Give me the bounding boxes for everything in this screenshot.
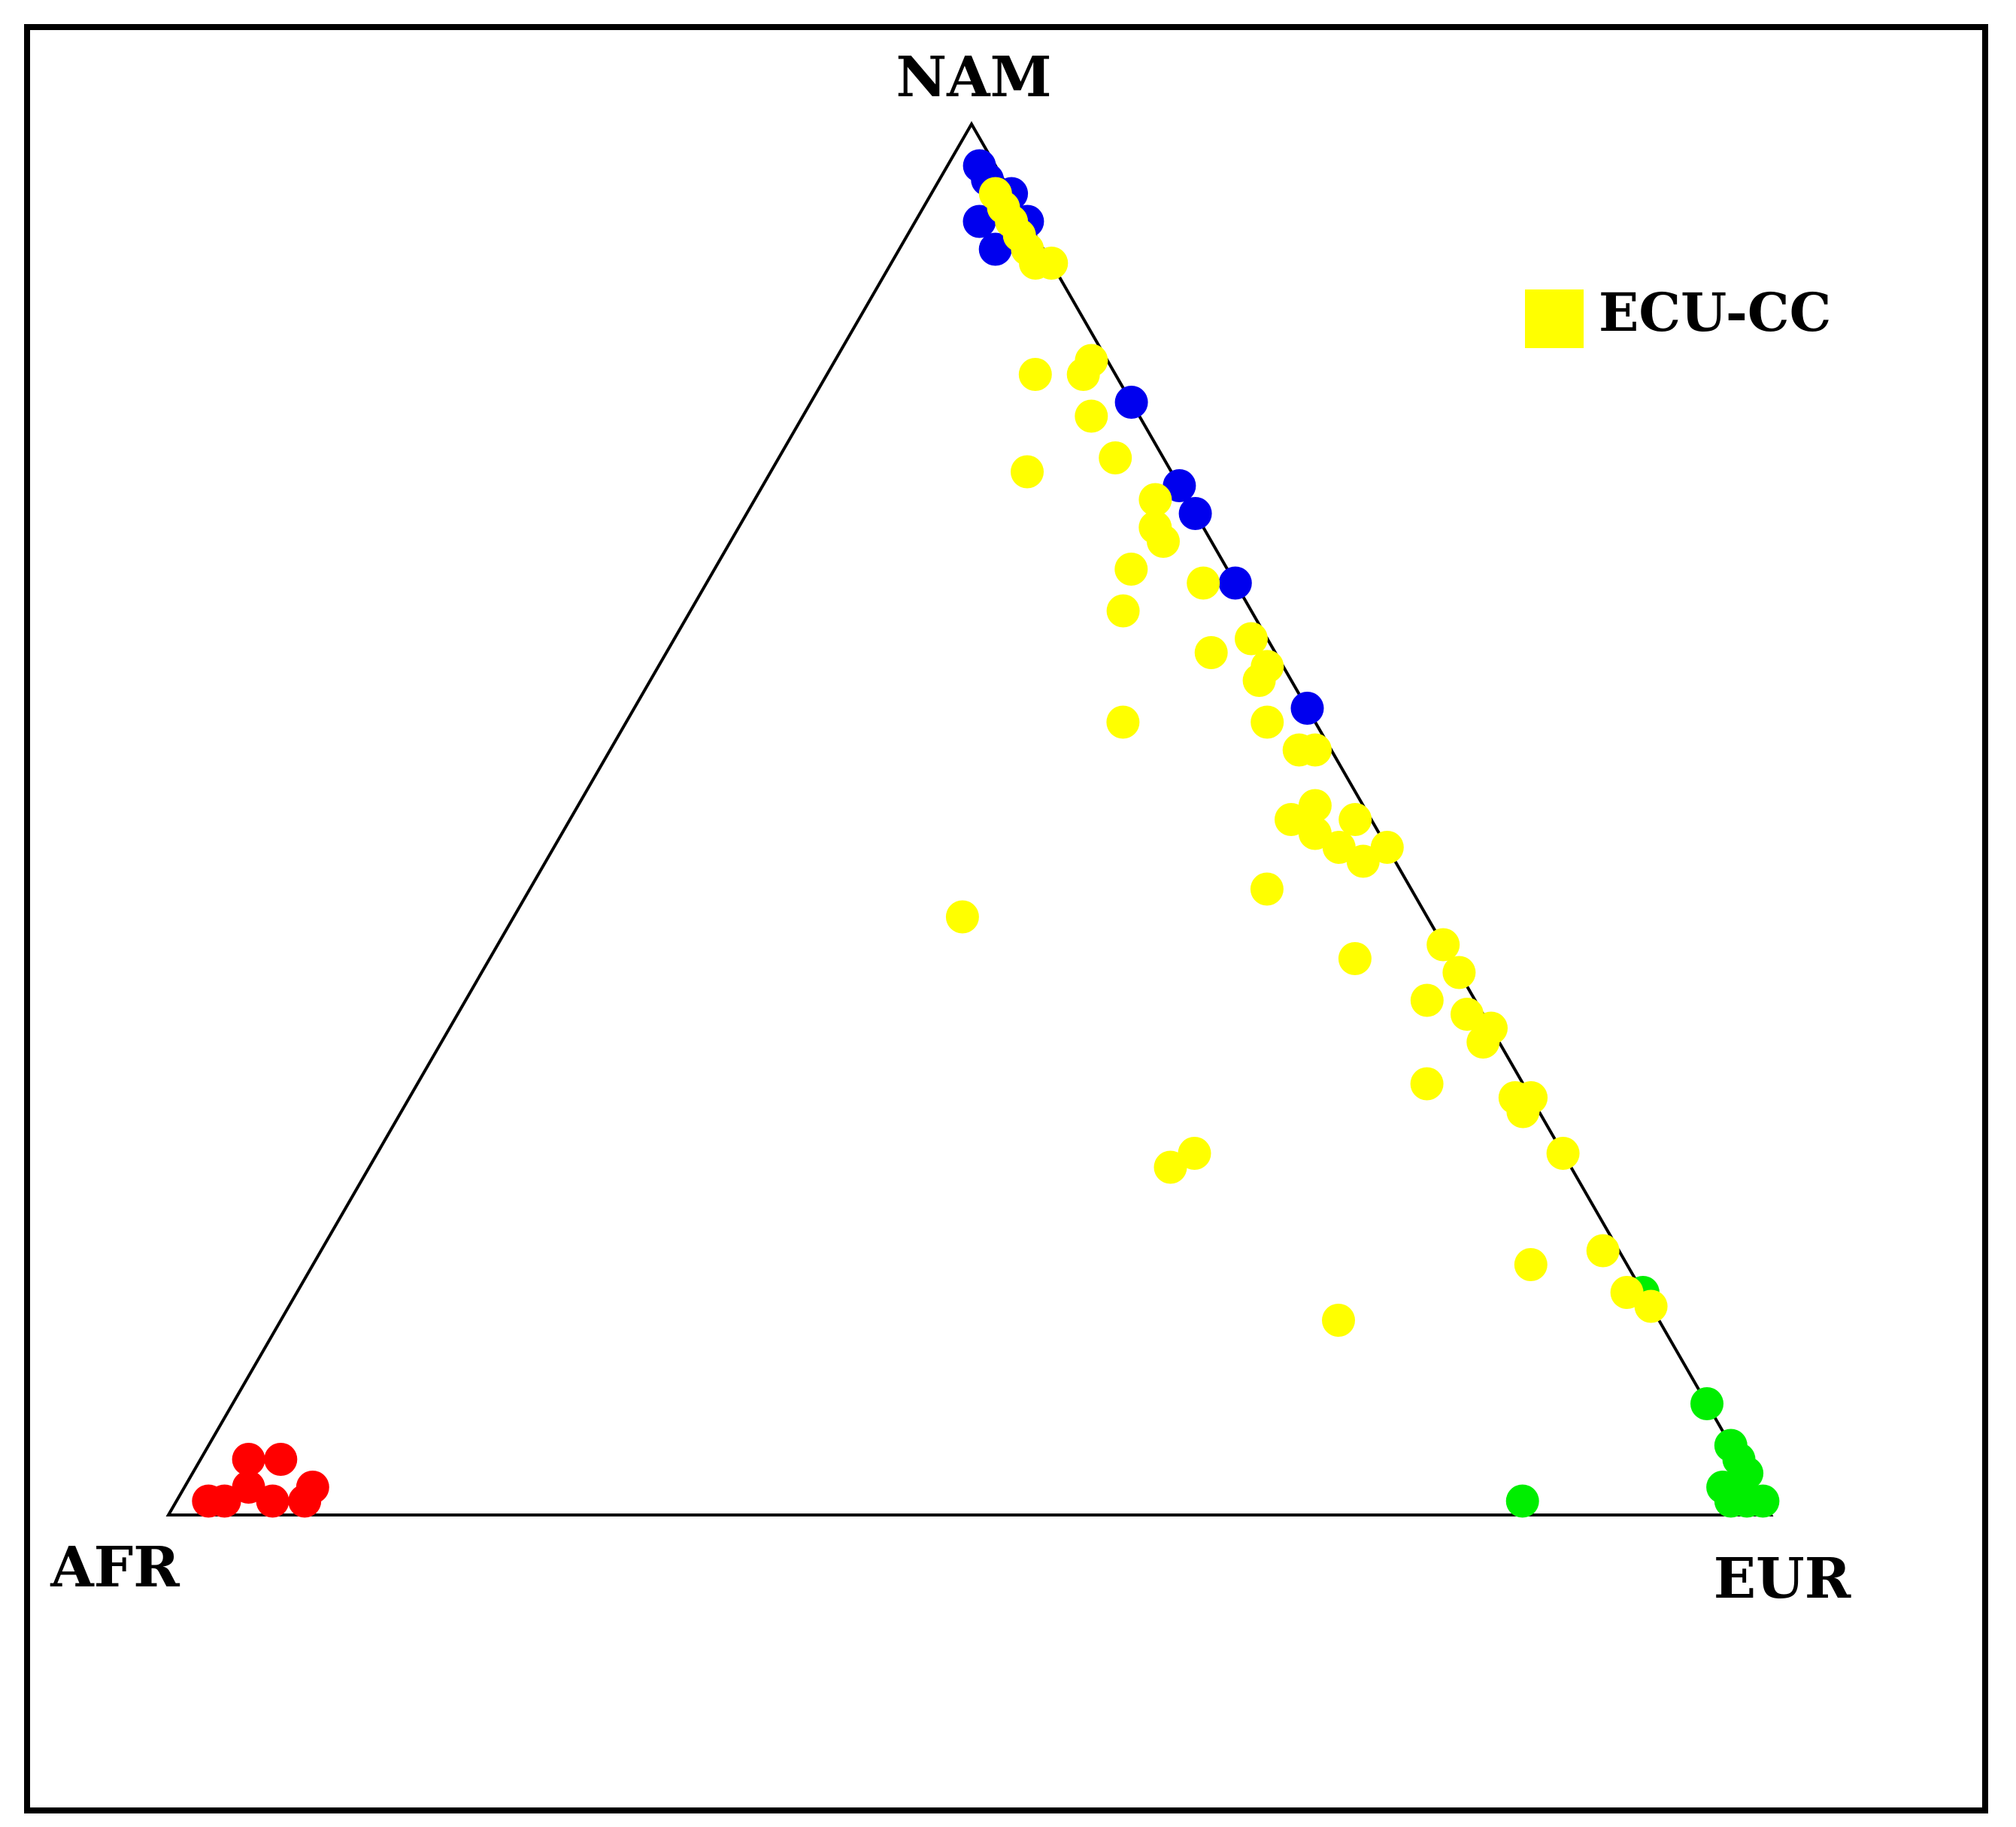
chart-frame [24, 24, 1988, 1813]
data-point [1018, 358, 1052, 391]
vertex-label-right: EUR [1714, 1547, 1851, 1611]
data-point [1106, 705, 1140, 739]
data-point [1275, 803, 1308, 836]
data-point [1251, 705, 1284, 739]
data-point [1242, 664, 1276, 697]
data-point [1506, 1095, 1540, 1129]
data-point [1194, 636, 1228, 669]
data-point [1178, 1137, 1211, 1170]
data-point [1235, 622, 1268, 656]
data-point [1410, 983, 1444, 1017]
data-point [1442, 956, 1476, 989]
data-point [1466, 1026, 1500, 1059]
data-point [1586, 1234, 1620, 1268]
data-point [1099, 441, 1132, 474]
data-point [1138, 483, 1172, 517]
data-point [1114, 553, 1148, 586]
legend: ECU-CC [1525, 281, 1831, 348]
data-point [1634, 1289, 1668, 1323]
legend-label: ECU-CC [1599, 281, 1831, 344]
data-point [1154, 1150, 1187, 1184]
data-point [1514, 1248, 1548, 1281]
data-point [978, 232, 1012, 266]
data-point [945, 900, 979, 934]
points-layer [192, 149, 1780, 1518]
data-point [1035, 247, 1069, 280]
data-point [1690, 1387, 1723, 1420]
data-point [1410, 1067, 1444, 1101]
data-point [1106, 594, 1140, 628]
legend-swatch [1525, 289, 1584, 348]
data-point [232, 1471, 265, 1504]
data-point [1505, 1484, 1539, 1518]
data-point [256, 1484, 290, 1518]
data-point [1322, 831, 1356, 864]
data-point [1299, 733, 1332, 767]
data-point [1187, 566, 1220, 600]
data-point [288, 1484, 322, 1518]
data-point [1178, 497, 1212, 530]
data-point [1426, 928, 1460, 962]
data-point [1147, 525, 1180, 558]
vertex-label-top: NAM [896, 45, 1052, 110]
data-point [208, 1484, 241, 1518]
data-point [1610, 1276, 1644, 1309]
data-point [963, 205, 996, 238]
data-point [232, 1443, 265, 1476]
data-point [1298, 789, 1332, 823]
data-point [1346, 844, 1380, 878]
data-point [1290, 692, 1324, 725]
data-point [1114, 386, 1148, 419]
data-point [1075, 399, 1108, 433]
data-point [1298, 817, 1332, 850]
data-point [1322, 1304, 1355, 1337]
vertex-label-left: AFR [50, 1535, 180, 1600]
data-point [1338, 803, 1372, 836]
data-point [1370, 831, 1404, 864]
data-point [1250, 872, 1284, 906]
data-point [1546, 1137, 1580, 1170]
data-point [1011, 455, 1044, 489]
data-point [1451, 998, 1484, 1031]
data-point [1746, 1484, 1780, 1518]
data-point [1163, 469, 1196, 502]
data-point [1075, 344, 1108, 377]
data-point [1218, 566, 1252, 600]
data-point [1338, 942, 1372, 975]
data-point [264, 1443, 298, 1476]
